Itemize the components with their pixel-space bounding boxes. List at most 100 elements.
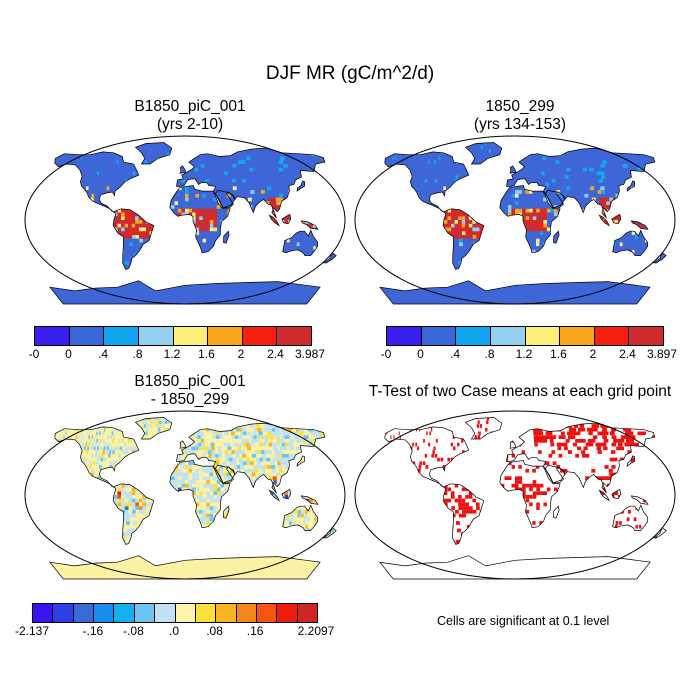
- coastline-greenland: [134, 417, 173, 440]
- coastline-madagascar: [553, 505, 560, 519]
- coastline-borneo: [281, 488, 292, 500]
- colorbar-top-right: [386, 326, 664, 346]
- colorbar-swatch: [490, 327, 526, 345]
- coastline-nz: [652, 527, 667, 539]
- coastline-newGuinea: [300, 220, 319, 230]
- coastline-uk: [509, 165, 517, 174]
- colorbar-swatch: [277, 327, 311, 345]
- coastline-newGuinea: [300, 495, 319, 505]
- coastline-southAmerica: [112, 208, 155, 270]
- landmass-australia: [282, 230, 318, 256]
- colorbar-swatch: [134, 604, 156, 622]
- landmass-madagascar: [223, 231, 230, 244]
- coastline-madagascar: [223, 505, 230, 519]
- landmass-japan: [297, 180, 305, 192]
- coastline-greenland: [464, 417, 503, 440]
- coastline-australia: [282, 229, 319, 256]
- panel-title-bottom-right: T-Test of two Case means at each grid po…: [345, 383, 695, 401]
- panel-title-line1: B1850_piC_001: [134, 98, 246, 115]
- colorbar-swatch: [69, 327, 105, 345]
- colorbar-tick-label: 2.4: [619, 347, 636, 361]
- coastline-newGuinea: [630, 495, 649, 505]
- colorbar-bottom-left: [32, 603, 318, 623]
- map-panel-bottom-right: [354, 410, 676, 580]
- landmass-nz: [653, 252, 667, 263]
- colorbar-tick-label: -0: [380, 347, 392, 361]
- coastline-eurasia: [176, 147, 326, 219]
- coastline-sumatra: [268, 489, 280, 502]
- colorbar-tick-label: 3.897: [646, 347, 678, 361]
- coastline-northAmerica: [384, 426, 470, 488]
- map-projection-outline: [24, 410, 346, 580]
- colorbar-tick-label: .08: [206, 624, 223, 638]
- colorbar-tick-label: -0: [28, 347, 40, 361]
- landmass-nz: [323, 252, 337, 263]
- colorbar-tick-label: 0: [65, 347, 72, 361]
- panel-title-top-left: B1850_piC_001 (yrs 2-10): [40, 98, 340, 134]
- coastline-africa: [169, 460, 231, 529]
- colorbar-swatch: [138, 327, 174, 345]
- coastline-northAmerica: [54, 151, 140, 213]
- colorbar-swatch: [242, 327, 278, 345]
- colorbar-swatch: [297, 604, 318, 622]
- landmass-uk: [510, 165, 516, 174]
- coastline-africa: [499, 185, 561, 254]
- colorbar-top-left: [34, 326, 312, 346]
- landmass-madagascar: [553, 231, 560, 244]
- coastline-japan: [626, 455, 636, 467]
- colorbar-tick-label: 0: [417, 347, 424, 361]
- coastline-greenland: [464, 142, 503, 165]
- map-panel-bottom-left: [24, 410, 346, 580]
- colorbar-tick-label: .8: [132, 347, 143, 361]
- coastline-uk: [509, 440, 517, 449]
- colorbar-swatch: [629, 327, 663, 345]
- colorbar-swatch: [195, 604, 217, 622]
- coastline-northAmerica: [384, 151, 470, 213]
- coastline-sumatra: [598, 214, 610, 227]
- coastline-japan: [296, 180, 306, 192]
- colorbar-swatch: [594, 327, 630, 345]
- colorbar-tick-label: 3.987: [294, 347, 326, 361]
- colorbar-tick-label: -2.137: [14, 624, 50, 638]
- colorbar-swatch: [216, 604, 237, 622]
- coastline-madagascar: [553, 230, 560, 244]
- colorbar-swatch: [208, 327, 243, 345]
- colorbar-swatch: [73, 604, 95, 622]
- colorbar-tick-label: 1.6: [550, 347, 567, 361]
- colorbar-swatch: [114, 604, 135, 622]
- coastline-uk: [179, 165, 187, 174]
- coastline-australia: [612, 229, 649, 256]
- coastline-arabia: [544, 464, 566, 484]
- landmass-eurasia: [176, 423, 325, 494]
- colorbar-tick-label: .0: [168, 624, 180, 638]
- panel-title-bottom-left: B1850_piC_001 - 1850_299: [40, 373, 340, 409]
- colorbar-swatch: [525, 327, 561, 345]
- colorbar-tick-label: .16: [246, 624, 264, 638]
- colorbar-swatch: [277, 604, 298, 622]
- colorbar-tick-label: 2: [589, 347, 597, 361]
- map-projection-outline: [354, 135, 676, 305]
- coastline-southAmerica: [442, 208, 485, 270]
- map-projection-outline: [24, 135, 346, 305]
- colorbar-tick-label: 2: [237, 347, 245, 361]
- coastline-antarctica: [379, 280, 651, 305]
- landmass-japan: [627, 180, 635, 192]
- significance-note: Cells are significant at 0.1 level: [437, 614, 610, 628]
- landmass-greenland: [135, 142, 172, 164]
- coastline-nz: [322, 252, 337, 264]
- coastline-southAmerica: [112, 483, 155, 545]
- coastline-australia: [612, 504, 649, 531]
- coastline-arabia: [214, 464, 236, 484]
- coastline-eurasia: [176, 422, 326, 494]
- landmass-antarctica: [379, 280, 651, 304]
- colorbar-tick-label: -.08: [123, 624, 144, 638]
- colorbar-swatch: [456, 327, 491, 345]
- coastline-australia: [282, 504, 319, 531]
- colorbar-tick-label: 2.2097: [297, 624, 335, 638]
- colorbar-swatch: [94, 604, 115, 622]
- coastline-antarctica: [379, 555, 651, 580]
- colorbar-swatch: [35, 327, 70, 345]
- coastline-uk: [179, 440, 187, 449]
- landmass-arabia: [545, 190, 565, 208]
- coastline-japan: [296, 455, 306, 467]
